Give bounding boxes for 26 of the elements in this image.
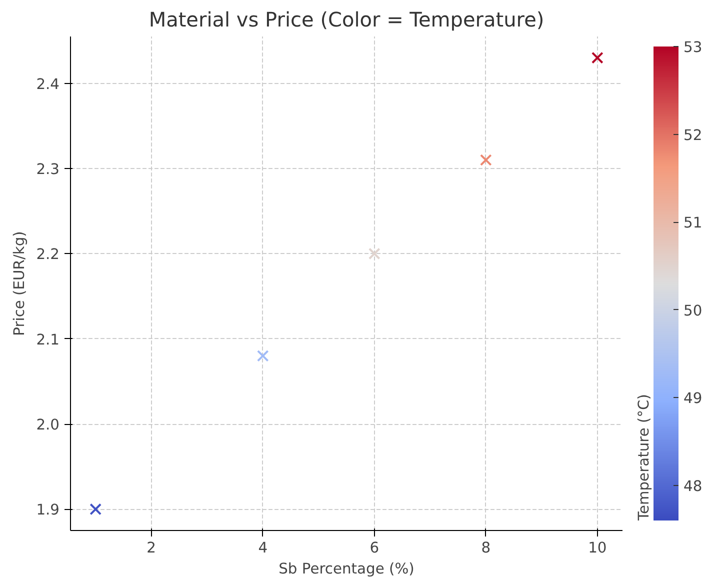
y-tick-label: 2.0 bbox=[36, 416, 60, 434]
y-tick-label: 2.1 bbox=[36, 331, 60, 348]
color-bar-title: Temperature (°C) bbox=[636, 394, 652, 522]
x-tick-label: 4 bbox=[258, 540, 268, 556]
y-tick-label: 2.2 bbox=[36, 246, 60, 264]
color-bar-label: 53 bbox=[684, 39, 702, 56]
y-axis-title: Price (EUR/kg) bbox=[11, 231, 28, 336]
x-axis-title: Sb Percentage (%) bbox=[278, 560, 414, 578]
color-bar-label: 48 bbox=[684, 478, 702, 495]
y-tick-label: 2.4 bbox=[36, 76, 60, 93]
point bbox=[480, 154, 492, 166]
chart-title: Material vs Price (Color = Temperature) bbox=[148, 8, 544, 32]
point bbox=[591, 52, 604, 64]
x-tick-label: 2 bbox=[146, 540, 156, 556]
x-tick-label: 10 bbox=[588, 540, 607, 556]
x-tick-label: 6 bbox=[370, 540, 380, 556]
color-bar-label: 52 bbox=[684, 126, 702, 144]
color-bar-label: 51 bbox=[684, 214, 702, 232]
y-tick-label: 1.9 bbox=[36, 502, 60, 519]
point bbox=[90, 503, 102, 516]
point bbox=[256, 350, 269, 362]
color-bar-label: 50 bbox=[684, 302, 702, 320]
y-tick-label: 2.3 bbox=[36, 161, 60, 178]
x-tick-label: 8 bbox=[481, 540, 491, 556]
point bbox=[368, 248, 380, 260]
color-bar-label: 49 bbox=[684, 390, 702, 408]
